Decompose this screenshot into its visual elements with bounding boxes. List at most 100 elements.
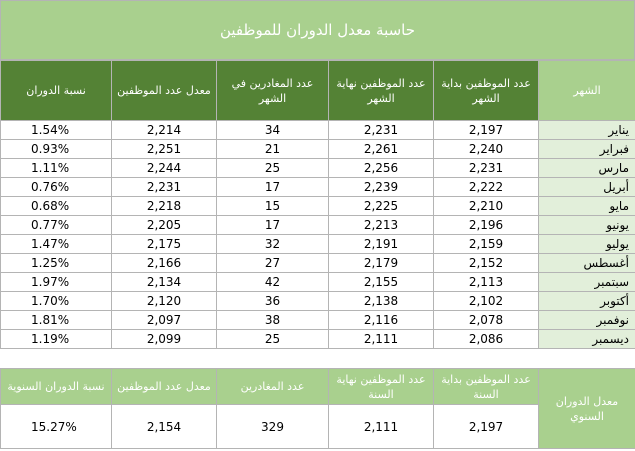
header-rate: نسبة الدوران (0, 60, 112, 121)
annual-end-value[interactable]: 2,111 (328, 404, 434, 449)
avg-cell[interactable]: 2,251 (111, 139, 217, 159)
start-cell[interactable]: 2,240 (433, 139, 539, 159)
month-cell[interactable]: فبراير (538, 139, 635, 159)
rate-cell[interactable]: 1.54% (0, 120, 112, 140)
avg-cell[interactable]: 2,120 (111, 291, 217, 311)
month-cell[interactable]: أبريل (538, 177, 635, 197)
rate-cell[interactable]: 0.76% (0, 177, 112, 197)
table-row: أغسطس 2,152 2,179 27 2,166 1.25% (0, 253, 635, 273)
end-cell[interactable]: 2,111 (328, 329, 434, 349)
avg-cell[interactable]: 2,099 (111, 329, 217, 349)
leavers-cell[interactable]: 15 (216, 196, 329, 216)
leavers-cell[interactable]: 25 (216, 329, 329, 349)
end-cell[interactable]: 2,261 (328, 139, 434, 159)
rate-cell[interactable]: 1.47% (0, 234, 112, 254)
avg-cell[interactable]: 2,218 (111, 196, 217, 216)
table-row: فبراير 2,240 2,261 21 2,251 0.93% (0, 139, 635, 159)
table-row: يوليو 2,159 2,191 32 2,175 1.47% (0, 234, 635, 254)
start-cell[interactable]: 2,197 (433, 120, 539, 140)
leavers-cell[interactable]: 32 (216, 234, 329, 254)
start-cell[interactable]: 2,102 (433, 291, 539, 311)
end-cell[interactable]: 2,191 (328, 234, 434, 254)
header-month: الشهر (538, 60, 635, 121)
rate-cell[interactable]: 0.93% (0, 139, 112, 159)
leavers-cell[interactable]: 38 (216, 310, 329, 330)
table-row: يونيو 2,196 2,213 17 2,205 0.77% (0, 215, 635, 235)
end-cell[interactable]: 2,179 (328, 253, 434, 273)
leavers-cell[interactable]: 34 (216, 120, 329, 140)
avg-cell[interactable]: 2,166 (111, 253, 217, 273)
annual-values-row: 2,197 2,111 329 2,154 15.27% (0, 404, 635, 449)
annual-avg-value[interactable]: 2,154 (111, 404, 217, 449)
annual-header-leavers: عدد المغادرين (216, 368, 329, 405)
annual-header-avg: معدل عدد الموظفين (111, 368, 217, 405)
avg-cell[interactable]: 2,214 (111, 120, 217, 140)
leavers-cell[interactable]: 17 (216, 177, 329, 197)
header-leavers: عدد المغادرين في الشهر (216, 60, 329, 121)
annual-start-value[interactable]: 2,197 (433, 404, 539, 449)
leavers-cell[interactable]: 21 (216, 139, 329, 159)
table-row: أبريل 2,222 2,239 17 2,231 0.76% (0, 177, 635, 197)
end-cell[interactable]: 2,239 (328, 177, 434, 197)
start-cell[interactable]: 2,210 (433, 196, 539, 216)
month-cell[interactable]: أغسطس (538, 253, 635, 273)
avg-cell[interactable]: 2,205 (111, 215, 217, 235)
leavers-cell[interactable]: 27 (216, 253, 329, 273)
table-row: يناير 2,197 2,231 34 2,214 1.54% (0, 120, 635, 140)
start-cell[interactable]: 2,152 (433, 253, 539, 273)
month-cell[interactable]: يوليو (538, 234, 635, 254)
annual-table: معدل الدوران السنوي عدد الموظفين بداية ا… (0, 368, 635, 449)
avg-cell[interactable]: 2,134 (111, 272, 217, 292)
annual-header-rate: نسبة الدوران السنوية (0, 368, 112, 405)
month-cell[interactable]: سبتمبر (538, 272, 635, 292)
rate-cell[interactable]: 1.19% (0, 329, 112, 349)
annual-leavers-value[interactable]: 329 (216, 404, 329, 449)
end-cell[interactable]: 2,256 (328, 158, 434, 178)
leavers-cell[interactable]: 25 (216, 158, 329, 178)
month-cell[interactable]: أكتوبر (538, 291, 635, 311)
rate-cell[interactable]: 1.97% (0, 272, 112, 292)
avg-cell[interactable]: 2,097 (111, 310, 217, 330)
annual-rate-value[interactable]: 15.27% (0, 404, 112, 449)
annual-header-end: عدد الموظفين نهاية السنة (328, 368, 434, 405)
rate-cell[interactable]: 0.77% (0, 215, 112, 235)
table-row: ديسمبر 2,086 2,111 25 2,099 1.19% (0, 329, 635, 349)
header-row: الشهر عدد الموظفين بداية الشهر عدد الموظ… (0, 60, 635, 121)
month-cell[interactable]: مايو (538, 196, 635, 216)
start-cell[interactable]: 2,113 (433, 272, 539, 292)
end-cell[interactable]: 2,231 (328, 120, 434, 140)
rate-cell[interactable]: 0.68% (0, 196, 112, 216)
end-cell[interactable]: 2,116 (328, 310, 434, 330)
start-cell[interactable]: 2,086 (433, 329, 539, 349)
month-cell[interactable]: ديسمبر (538, 329, 635, 349)
leavers-cell[interactable]: 36 (216, 291, 329, 311)
table-row: مارس 2,231 2,256 25 2,244 1.11% (0, 158, 635, 178)
annual-header-row: معدل الدوران السنوي عدد الموظفين بداية ا… (0, 368, 635, 449)
month-cell[interactable]: مارس (538, 158, 635, 178)
rate-cell[interactable]: 1.70% (0, 291, 112, 311)
leavers-cell[interactable]: 17 (216, 215, 329, 235)
leavers-cell[interactable]: 42 (216, 272, 329, 292)
month-cell[interactable]: نوفمبر (538, 310, 635, 330)
header-end: عدد الموظفين نهاية الشهر (328, 60, 434, 121)
start-cell[interactable]: 2,222 (433, 177, 539, 197)
rate-cell[interactable]: 1.25% (0, 253, 112, 273)
start-cell[interactable]: 2,078 (433, 310, 539, 330)
rate-cell[interactable]: 1.81% (0, 310, 112, 330)
start-cell[interactable]: 2,159 (433, 234, 539, 254)
table-row: نوفمبر 2,078 2,116 38 2,097 1.81% (0, 310, 635, 330)
rate-cell[interactable]: 1.11% (0, 158, 112, 178)
end-cell[interactable]: 2,225 (328, 196, 434, 216)
avg-cell[interactable]: 2,231 (111, 177, 217, 197)
avg-cell[interactable]: 2,244 (111, 158, 217, 178)
avg-cell[interactable]: 2,175 (111, 234, 217, 254)
month-cell[interactable]: يناير (538, 120, 635, 140)
start-cell[interactable]: 2,231 (433, 158, 539, 178)
end-cell[interactable]: 2,213 (328, 215, 434, 235)
month-cell[interactable]: يونيو (538, 215, 635, 235)
end-cell[interactable]: 2,155 (328, 272, 434, 292)
start-cell[interactable]: 2,196 (433, 215, 539, 235)
sheet-title: حاسبة معدل الدوران للموظفين (0, 0, 635, 60)
end-cell[interactable]: 2,138 (328, 291, 434, 311)
